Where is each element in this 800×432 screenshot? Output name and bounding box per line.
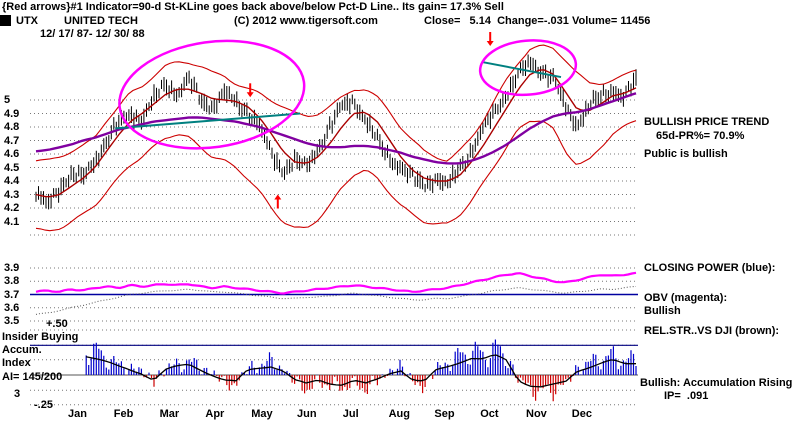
pr-percent: 65d-PR%= 70.9%: [656, 130, 745, 142]
obv-status: Bullish: [644, 305, 681, 317]
quote-info: Close= 5.14 Change=-.031 Volume= 11456: [424, 15, 651, 27]
accum-status: Bullish: Accumulation Rising: [640, 377, 793, 389]
minus-25-label: -.25: [34, 399, 53, 411]
closing-power-label: CLOSING POWER (blue):: [644, 262, 776, 274]
indicator-header: {Red arrows}#1 Indicator=90-d St-KLine g…: [2, 1, 504, 13]
trend-title: BULLISH PRICE TREND: [644, 116, 770, 128]
obv-label: OBV (magenta):: [644, 292, 728, 304]
marker-box-icon: [0, 15, 11, 26]
company-name: UNITED TECH: [64, 15, 138, 27]
insider-label-3: Index: [2, 357, 31, 369]
copyright-text: (C) 2012 www.tigersoft.com: [234, 15, 378, 27]
three-label: 3: [14, 388, 21, 400]
ai-ratio: AI= 145/200: [2, 371, 63, 383]
ticker-symbol: UTX: [16, 15, 38, 27]
ip-value: IP= .091: [664, 390, 709, 402]
plus-fifty-label: +.50: [46, 318, 68, 330]
insider-label-1: Insider Buying: [2, 331, 79, 343]
public-status: Public is bullish: [644, 148, 728, 160]
insider-label-2: Accum.: [2, 344, 42, 356]
rel-str-label: REL.STR..VS DJI (brown):: [644, 325, 780, 337]
date-range: 12/ 17/ 87- 12/ 30/ 88: [40, 28, 145, 40]
